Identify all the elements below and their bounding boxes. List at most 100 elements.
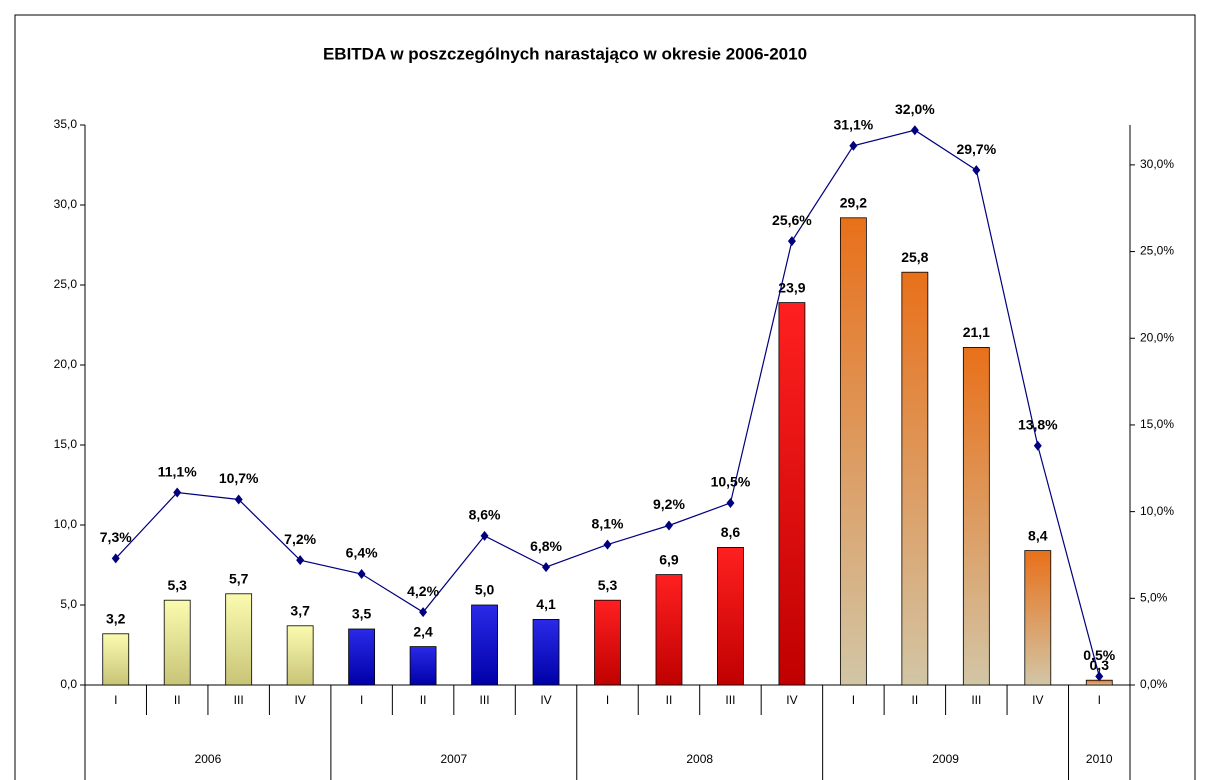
bar xyxy=(1024,550,1052,686)
marker xyxy=(603,539,612,550)
line-value-label: 6,8% xyxy=(530,538,562,554)
x-tick-label: III xyxy=(725,693,735,707)
bar xyxy=(409,646,437,686)
y2-tick-label: 5,0% xyxy=(1140,590,1168,604)
marker xyxy=(726,497,735,508)
x-tick-label: II xyxy=(420,693,427,707)
bar xyxy=(163,599,191,686)
marker xyxy=(234,494,243,505)
y2-tick-label: 10,0% xyxy=(1140,504,1174,518)
y-tick-label: 15,0 xyxy=(54,437,78,451)
chart-title: EBITDA w poszczególnych narastająco w ok… xyxy=(323,44,807,63)
marker xyxy=(296,555,305,566)
line-value-label: 7,2% xyxy=(284,531,316,547)
bar-value-label: 25,8 xyxy=(901,249,928,265)
bar-value-label: 5,3 xyxy=(167,577,187,593)
y2-tick-label: 0,0% xyxy=(1140,677,1168,691)
line-value-label: 0,5% xyxy=(1083,647,1115,663)
bar-value-label: 5,0 xyxy=(475,582,495,598)
line-value-label: 25,6% xyxy=(772,212,812,228)
line-value-label: 6,4% xyxy=(346,545,378,561)
line-value-label: 7,3% xyxy=(100,529,132,545)
line-value-label: 8,1% xyxy=(592,515,624,531)
y2-tick-label: 20,0% xyxy=(1140,330,1174,344)
marker xyxy=(1095,671,1104,682)
bar xyxy=(839,217,867,686)
y-tick-label: 25,0 xyxy=(54,277,78,291)
bar-value-label: 5,7 xyxy=(229,571,249,587)
x-tick-label: III xyxy=(234,693,244,707)
x-tick-label: IV xyxy=(540,693,551,707)
x-tick-label: II xyxy=(912,693,919,707)
group-label: 2010 xyxy=(1086,752,1113,766)
y2-tick-label: 30,0% xyxy=(1140,157,1174,171)
marker xyxy=(357,569,366,580)
line-value-label: 29,7% xyxy=(956,141,996,157)
x-tick-label: III xyxy=(971,693,981,707)
marker xyxy=(849,140,858,151)
bar-value-label: 23,9 xyxy=(778,279,805,295)
line-value-label: 9,2% xyxy=(653,496,685,512)
y-tick-label: 0,0 xyxy=(60,677,77,691)
bar-value-label: 8,6 xyxy=(721,524,741,540)
bar xyxy=(532,619,560,686)
group-label: 2009 xyxy=(932,752,959,766)
bar-value-label: 6,9 xyxy=(659,551,679,567)
x-tick-label: II xyxy=(666,693,673,707)
line-value-label: 32,0% xyxy=(895,101,935,117)
marker xyxy=(419,607,428,618)
marker xyxy=(173,487,182,498)
bar-value-label: 3,2 xyxy=(106,611,126,627)
bar xyxy=(778,302,806,686)
y-tick-label: 35,0 xyxy=(54,117,78,131)
y2-tick-label: 25,0% xyxy=(1140,244,1174,258)
bar xyxy=(655,574,683,686)
line-value-label: 11,1% xyxy=(158,463,197,479)
marker xyxy=(111,553,120,564)
bar-value-label: 3,7 xyxy=(290,603,310,619)
bar xyxy=(348,628,376,686)
x-tick-label: IV xyxy=(1032,693,1043,707)
bar xyxy=(225,593,253,686)
bar xyxy=(471,604,498,686)
marker xyxy=(787,236,796,247)
marker xyxy=(664,520,673,531)
x-tick-label: III xyxy=(480,693,490,707)
y-tick-label: 30,0 xyxy=(54,197,78,211)
bar xyxy=(717,547,744,686)
marker xyxy=(542,562,551,573)
x-tick-label: I xyxy=(114,693,117,707)
bar-value-label: 21,1 xyxy=(963,324,990,340)
line-value-label: 31,1% xyxy=(834,117,874,133)
bar-value-label: 3,5 xyxy=(352,606,372,622)
line-value-label: 8,6% xyxy=(469,507,501,523)
group-label: 2006 xyxy=(195,752,222,766)
bar-value-label: 8,4 xyxy=(1028,527,1048,543)
x-tick-label: I xyxy=(1098,693,1101,707)
x-tick-label: II xyxy=(174,693,181,707)
marker xyxy=(972,165,981,176)
line-value-label: 13,8% xyxy=(1018,416,1058,432)
group-label: 2008 xyxy=(686,752,713,766)
bar xyxy=(102,633,130,686)
bar xyxy=(594,599,621,686)
line-value-label: 4,2% xyxy=(407,583,439,599)
y-tick-label: 10,0 xyxy=(54,517,78,531)
x-tick-label: I xyxy=(852,693,855,707)
bar-value-label: 0,3 xyxy=(1090,657,1110,673)
x-tick-label: IV xyxy=(294,693,305,707)
marker xyxy=(480,530,489,541)
bar-value-label: 29,2 xyxy=(840,195,867,211)
x-tick-label: I xyxy=(360,693,363,707)
line-value-label: 10,5% xyxy=(711,474,751,490)
bar-value-label: 2,4 xyxy=(413,623,433,639)
y-tick-label: 20,0 xyxy=(54,357,78,371)
line-value-label: 10,7% xyxy=(219,470,259,486)
x-tick-label: IV xyxy=(786,693,797,707)
bar xyxy=(901,271,929,686)
bar xyxy=(286,625,314,686)
bar-value-label: 4,1 xyxy=(536,596,556,612)
bar-value-label: 5,3 xyxy=(598,577,618,593)
group-label: 2007 xyxy=(440,752,467,766)
